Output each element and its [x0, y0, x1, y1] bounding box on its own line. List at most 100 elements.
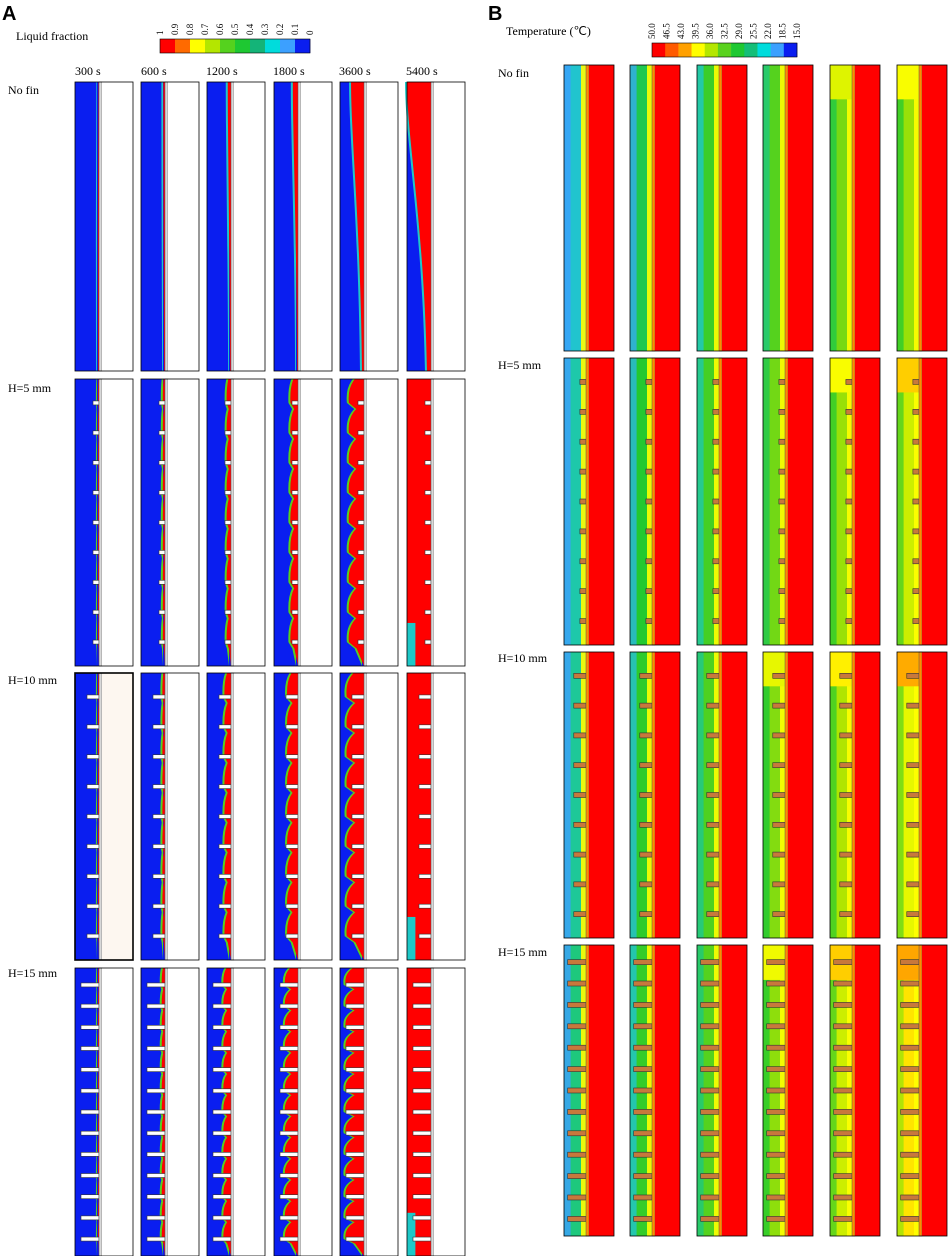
fin	[833, 959, 853, 965]
row-label-b-h5: H=5 mm	[498, 358, 542, 372]
hot-fluid-region	[788, 945, 813, 1236]
fin	[80, 1024, 100, 1030]
fluid-region	[168, 968, 199, 1256]
hot-top-region	[763, 652, 785, 687]
fin	[573, 732, 587, 739]
tube-wall	[230, 967, 235, 1256]
fin	[212, 1003, 232, 1009]
fin	[212, 1130, 232, 1136]
liquid-fraction-cell	[273, 81, 333, 372]
fin	[567, 1216, 587, 1222]
fin	[357, 579, 365, 585]
fin	[900, 1066, 920, 1072]
fin	[772, 881, 786, 888]
fin	[700, 959, 720, 965]
fin	[80, 1003, 100, 1009]
tube-wall	[363, 967, 368, 1256]
temperature-cell	[629, 651, 681, 939]
liquid-fraction-cell	[74, 967, 134, 1256]
fin	[424, 550, 432, 555]
fin	[712, 588, 720, 594]
fin	[766, 1109, 786, 1115]
fin	[291, 520, 299, 525]
fin	[146, 982, 166, 988]
legend-frame	[651, 42, 798, 58]
fluid-region	[434, 82, 465, 371]
fluid-region	[234, 673, 265, 960]
tube-wall	[164, 81, 169, 372]
fin	[345, 1215, 365, 1221]
time-label-5400s: 5400 s	[406, 64, 438, 78]
cell-frame	[629, 357, 681, 646]
fin	[579, 528, 587, 535]
fin	[839, 732, 853, 739]
temperature-contours	[563, 64, 948, 1237]
cell-frame	[629, 64, 681, 352]
fin	[418, 694, 432, 700]
fin	[357, 550, 365, 555]
fin	[772, 792, 786, 798]
fin	[567, 1087, 587, 1094]
fluid-region	[168, 379, 199, 666]
fluid-region	[234, 968, 265, 1256]
cold-band	[564, 945, 571, 1236]
fin	[633, 1044, 653, 1051]
legend-swatch	[220, 39, 236, 53]
fin	[833, 1002, 853, 1008]
fin	[152, 814, 166, 819]
hot-fluid-region	[788, 652, 813, 938]
fin	[839, 851, 853, 858]
fin	[900, 1087, 920, 1094]
legend-swatch	[265, 39, 281, 53]
fin	[778, 588, 786, 594]
fin	[351, 754, 365, 760]
fin	[224, 579, 232, 585]
fin	[912, 618, 920, 624]
fin	[224, 490, 232, 495]
fin	[146, 1024, 166, 1030]
fin	[92, 579, 100, 585]
fin	[152, 873, 166, 879]
fin	[412, 1194, 432, 1200]
fin	[766, 980, 786, 987]
fin	[645, 618, 653, 624]
fin	[766, 1151, 786, 1158]
fin	[833, 1044, 853, 1051]
legend-tick-label: 1	[155, 31, 165, 36]
hot-fluid-region	[655, 358, 680, 645]
fin	[833, 1066, 853, 1072]
tube-wall	[651, 357, 656, 646]
fin	[357, 400, 365, 406]
tube-wall	[230, 672, 235, 961]
fin	[357, 609, 365, 615]
fin	[567, 1194, 587, 1201]
fin	[645, 528, 653, 535]
fin	[639, 702, 653, 709]
mushy-zone	[95, 82, 97, 371]
hot-fluid-region	[589, 652, 614, 938]
cold-band	[763, 65, 770, 351]
tube-wall	[164, 378, 169, 667]
temperature-cell	[696, 64, 748, 352]
tube-wall	[98, 378, 103, 667]
cell-frame	[339, 967, 399, 1256]
fin	[567, 1044, 587, 1051]
time-label-600s: 600 s	[141, 64, 167, 78]
fin	[912, 528, 920, 535]
cell-frame	[762, 64, 814, 352]
fin	[845, 409, 853, 415]
fin	[712, 498, 720, 505]
fin	[645, 468, 653, 475]
fin	[706, 911, 720, 917]
fin	[906, 911, 920, 917]
fluid-region	[102, 968, 133, 1256]
liquid-pcm-region	[351, 82, 364, 371]
fin	[700, 980, 720, 987]
fin	[291, 460, 299, 466]
cell-frame	[896, 357, 948, 646]
fin	[700, 1023, 720, 1030]
fin	[766, 1087, 786, 1094]
fin	[285, 694, 299, 700]
fin	[706, 851, 720, 858]
